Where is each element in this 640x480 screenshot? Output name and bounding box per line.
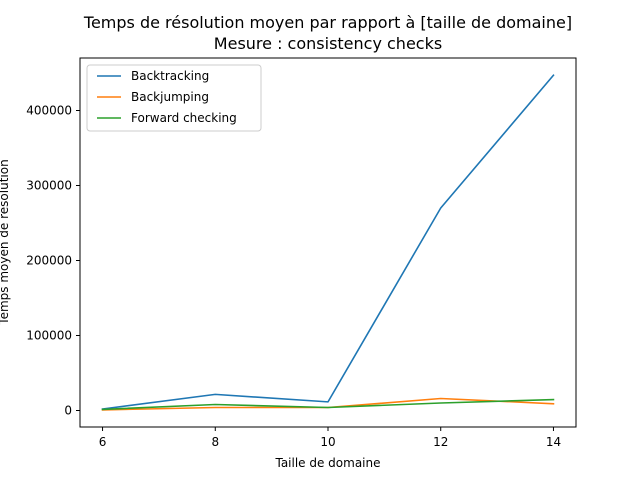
y-tick-label: 400000 <box>26 104 72 118</box>
y-axis-label: Temps moyen de résolution <box>0 159 11 325</box>
chart-title: Temps de résolution moyen par rapport à … <box>83 13 572 32</box>
x-tick-label: 10 <box>320 435 335 449</box>
legend-entry: Backtracking <box>131 69 209 83</box>
x-tick-label: 14 <box>546 435 561 449</box>
y-tick-label: 100000 <box>26 329 72 343</box>
legend-box <box>86 64 262 132</box>
plot-frame <box>79 57 577 428</box>
x-tick-label: 12 <box>433 435 448 449</box>
legend: Backtracking Backjumping Forward checking <box>86 64 262 132</box>
series-line-backtracking <box>101 74 555 410</box>
x-tick-label: 8 <box>211 435 219 449</box>
legend-entry: Forward checking <box>131 111 237 125</box>
x-tick-label: 6 <box>99 435 107 449</box>
series-layer <box>101 74 555 411</box>
y-tick-label: 300000 <box>26 179 72 193</box>
chart-subtitle: Mesure : consistency checks <box>214 34 442 53</box>
x-axis-label: Taille de domaine <box>274 456 380 470</box>
ticks-layer: 6 8 10 12 14 0 100000 200000 300000 400000 <box>26 104 561 450</box>
legend-entry: Backjumping <box>131 90 209 104</box>
series-line-forward-checking <box>101 398 555 411</box>
y-tick-label: 200000 <box>26 254 72 268</box>
y-tick-label: 0 <box>64 404 72 418</box>
